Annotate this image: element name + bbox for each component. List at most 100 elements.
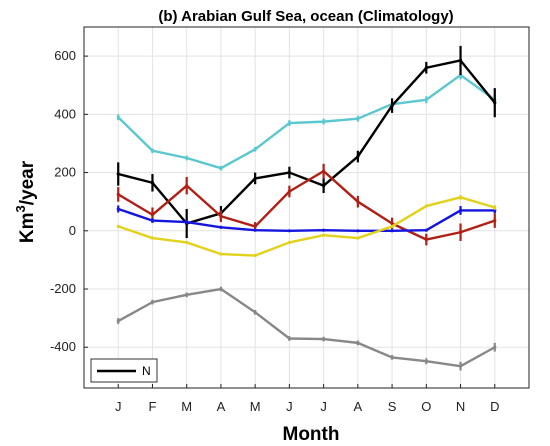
x-tick-label: M	[181, 399, 192, 414]
x-tick-label: J	[115, 399, 122, 414]
data-point	[390, 221, 394, 226]
series-5	[116, 194, 497, 258]
series-line	[117, 287, 496, 368]
x-tick-label: M	[250, 399, 261, 414]
data-point	[356, 341, 360, 345]
data-point	[185, 156, 189, 160]
x-tick-label: J	[320, 399, 327, 414]
data-point	[390, 104, 394, 108]
data-point	[458, 364, 463, 368]
data-point	[356, 200, 360, 204]
series-2	[116, 45, 497, 239]
data-point	[116, 319, 120, 323]
x-tick-label: O	[421, 399, 431, 414]
series-line	[117, 196, 496, 257]
series-6	[116, 286, 497, 371]
data-point	[253, 176, 257, 180]
data-point	[322, 233, 326, 237]
data-point	[185, 220, 189, 224]
data-point	[219, 166, 223, 170]
data-point	[150, 300, 155, 304]
data-point	[356, 154, 360, 159]
data-point	[116, 172, 120, 176]
x-tick-label: F	[148, 399, 156, 414]
data-point	[493, 219, 497, 223]
data-point	[150, 219, 155, 223]
data-point	[390, 355, 394, 360]
data-point	[424, 359, 428, 363]
data-point	[424, 204, 428, 208]
data-point	[493, 205, 497, 210]
y-tick-label: 0	[69, 223, 76, 238]
data-point	[322, 120, 326, 124]
data-point	[150, 181, 155, 185]
data-point	[322, 228, 326, 232]
data-point	[253, 224, 257, 229]
data-point	[116, 224, 120, 229]
y-tick-label: 600	[54, 48, 76, 63]
data-point	[322, 169, 326, 173]
data-point	[458, 58, 463, 63]
data-point	[458, 195, 463, 199]
data-point	[424, 66, 428, 70]
x-tick-label: A	[354, 399, 363, 414]
data-point	[356, 236, 360, 240]
data-point	[253, 147, 257, 151]
x-tick-label: A	[217, 399, 226, 414]
y-axis-label-superscript: 3	[13, 205, 28, 212]
data-point	[458, 208, 463, 213]
data-point	[185, 240, 189, 245]
x-axis-label: Month	[283, 424, 340, 445]
grid-lines	[84, 27, 529, 388]
data-point	[493, 101, 497, 105]
series-line	[117, 59, 496, 225]
data-point	[116, 192, 120, 196]
data-point	[219, 214, 223, 218]
data-point	[219, 287, 223, 291]
chart-title: (b) Arabian Gulf Sea, ocean (Climatology…	[158, 8, 453, 25]
data-point	[356, 117, 360, 121]
y-axis-label-base: Km	[17, 212, 38, 243]
y-tick-label: -200	[50, 281, 76, 296]
series-layer	[116, 45, 497, 371]
series-line	[117, 73, 496, 170]
x-tick-label: J	[286, 399, 293, 414]
data-point	[287, 240, 291, 245]
y-axis-label: Km3/year	[13, 160, 38, 243]
data-point	[116, 207, 120, 211]
data-point	[287, 170, 291, 175]
data-point	[253, 253, 257, 258]
legend-label-n: N	[142, 364, 151, 378]
series-3	[116, 163, 497, 246]
x-tick-label: N	[456, 399, 465, 414]
data-point	[356, 229, 360, 233]
data-point	[287, 229, 291, 233]
data-point	[150, 149, 155, 153]
data-point	[287, 189, 291, 194]
x-tick-label: D	[490, 399, 499, 414]
data-point	[390, 229, 394, 233]
data-point	[116, 115, 120, 119]
data-point	[287, 336, 291, 341]
y-tick-label: -400	[50, 339, 76, 354]
data-point	[322, 184, 326, 188]
plot-background	[84, 27, 529, 388]
data-point	[287, 121, 291, 125]
y-tick-labels: -400 -200 0 200 400 600	[50, 48, 88, 354]
legend: N	[90, 358, 158, 383]
plot-frame	[83, 26, 530, 389]
y-axis-label-tail: /year	[17, 160, 38, 205]
data-point	[390, 224, 394, 229]
data-point	[253, 310, 257, 314]
y-tick-label: 400	[54, 106, 76, 121]
data-point	[150, 213, 155, 217]
data-point	[493, 345, 497, 349]
data-point	[424, 228, 428, 232]
data-point	[150, 236, 155, 240]
data-point	[219, 225, 223, 229]
data-point	[424, 98, 428, 102]
data-point	[458, 230, 463, 234]
data-point	[185, 293, 189, 297]
